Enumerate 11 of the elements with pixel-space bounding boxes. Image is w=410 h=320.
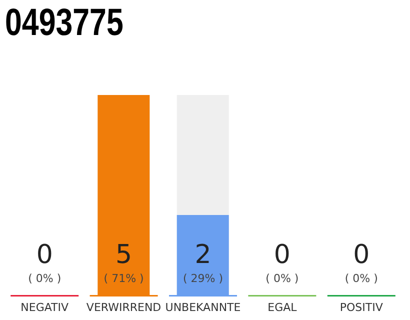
data-label: 2 ( 29% ) [182,240,224,285]
data-label: 0 ( 0% ) [266,240,299,285]
x-tick-label: POSITIV [340,301,384,314]
x-tick-label: NEGATIV [20,301,69,314]
chart-title: 0493775 [5,1,124,46]
data-label: 0 ( 0% ) [344,240,378,285]
x-tick-label: VERWIRREND [86,301,162,314]
x-tick-label: UNBEKANNTE [165,301,241,314]
data-label: 0 ( 0% ) [28,240,62,285]
x-tick-label: EGAL [268,301,298,314]
data-label: 5 ( 71% ) [104,240,144,285]
